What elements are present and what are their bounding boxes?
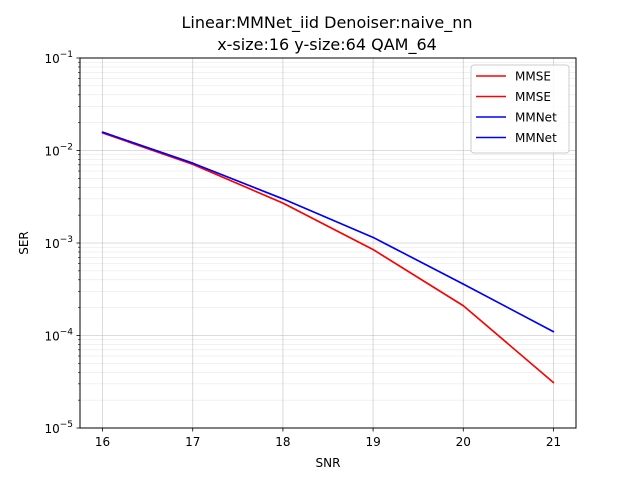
- data-point-mmse: [462, 304, 465, 307]
- y-tick-label: 10−2: [44, 143, 73, 159]
- legend-label-mmse: MMSE: [515, 90, 551, 104]
- data-point-mmnet: [191, 162, 194, 164]
- data-point-mmnet: [462, 283, 465, 285]
- legend: MMSE MMSE MMNet MMNet: [470, 64, 570, 154]
- x-tick-label: 19: [365, 435, 380, 449]
- y-tick-label: 10−5: [44, 420, 73, 436]
- x-tick-label: 16: [95, 435, 110, 449]
- grid: [80, 57, 576, 429]
- data-point-mmnet: [282, 198, 284, 200]
- axis-ticks: 10−1 10−2 10−3 10−4 10−5 16 17 18 19 20 21: [44, 50, 561, 449]
- x-tick-label: 21: [546, 435, 561, 449]
- y-tick-label: 10−4: [44, 328, 73, 344]
- data-point-mmse: [372, 248, 374, 251]
- series-lines: [101, 131, 555, 384]
- y-tick-label: 10−3: [44, 235, 73, 251]
- series-line-mmnet-3: [102, 131, 554, 333]
- series-line-mmse-1: [102, 132, 554, 384]
- legend-label-mmse: MMSE: [515, 70, 551, 84]
- chart-title-line-2: x-size:16 y-size:64 QAM_64: [217, 35, 437, 55]
- chart-title-line-1: Linear:MMNet_iid Denoiser:naive_nn: [181, 13, 472, 33]
- legend-label-mmnet: MMNet: [515, 111, 557, 125]
- x-tick-label: 20: [456, 435, 471, 449]
- series-line-mmse-0: [102, 132, 554, 384]
- data-point-mmnet: [372, 236, 374, 239]
- data-point-mmse: [282, 202, 284, 204]
- x-tick-label: 17: [185, 435, 200, 449]
- data-point-mmse: [552, 381, 555, 384]
- legend-label-mmnet: MMNet: [515, 131, 557, 145]
- x-axis-label: SNR: [316, 456, 341, 470]
- x-tick-label: 18: [275, 435, 290, 449]
- legend-box: [470, 64, 570, 154]
- data-point-mmnet: [552, 330, 555, 333]
- y-tick-label: 10−1: [44, 50, 73, 66]
- data-point-mmnet: [101, 131, 104, 133]
- y-axis-label: SER: [17, 231, 31, 255]
- series-line-mmnet-2: [102, 131, 554, 333]
